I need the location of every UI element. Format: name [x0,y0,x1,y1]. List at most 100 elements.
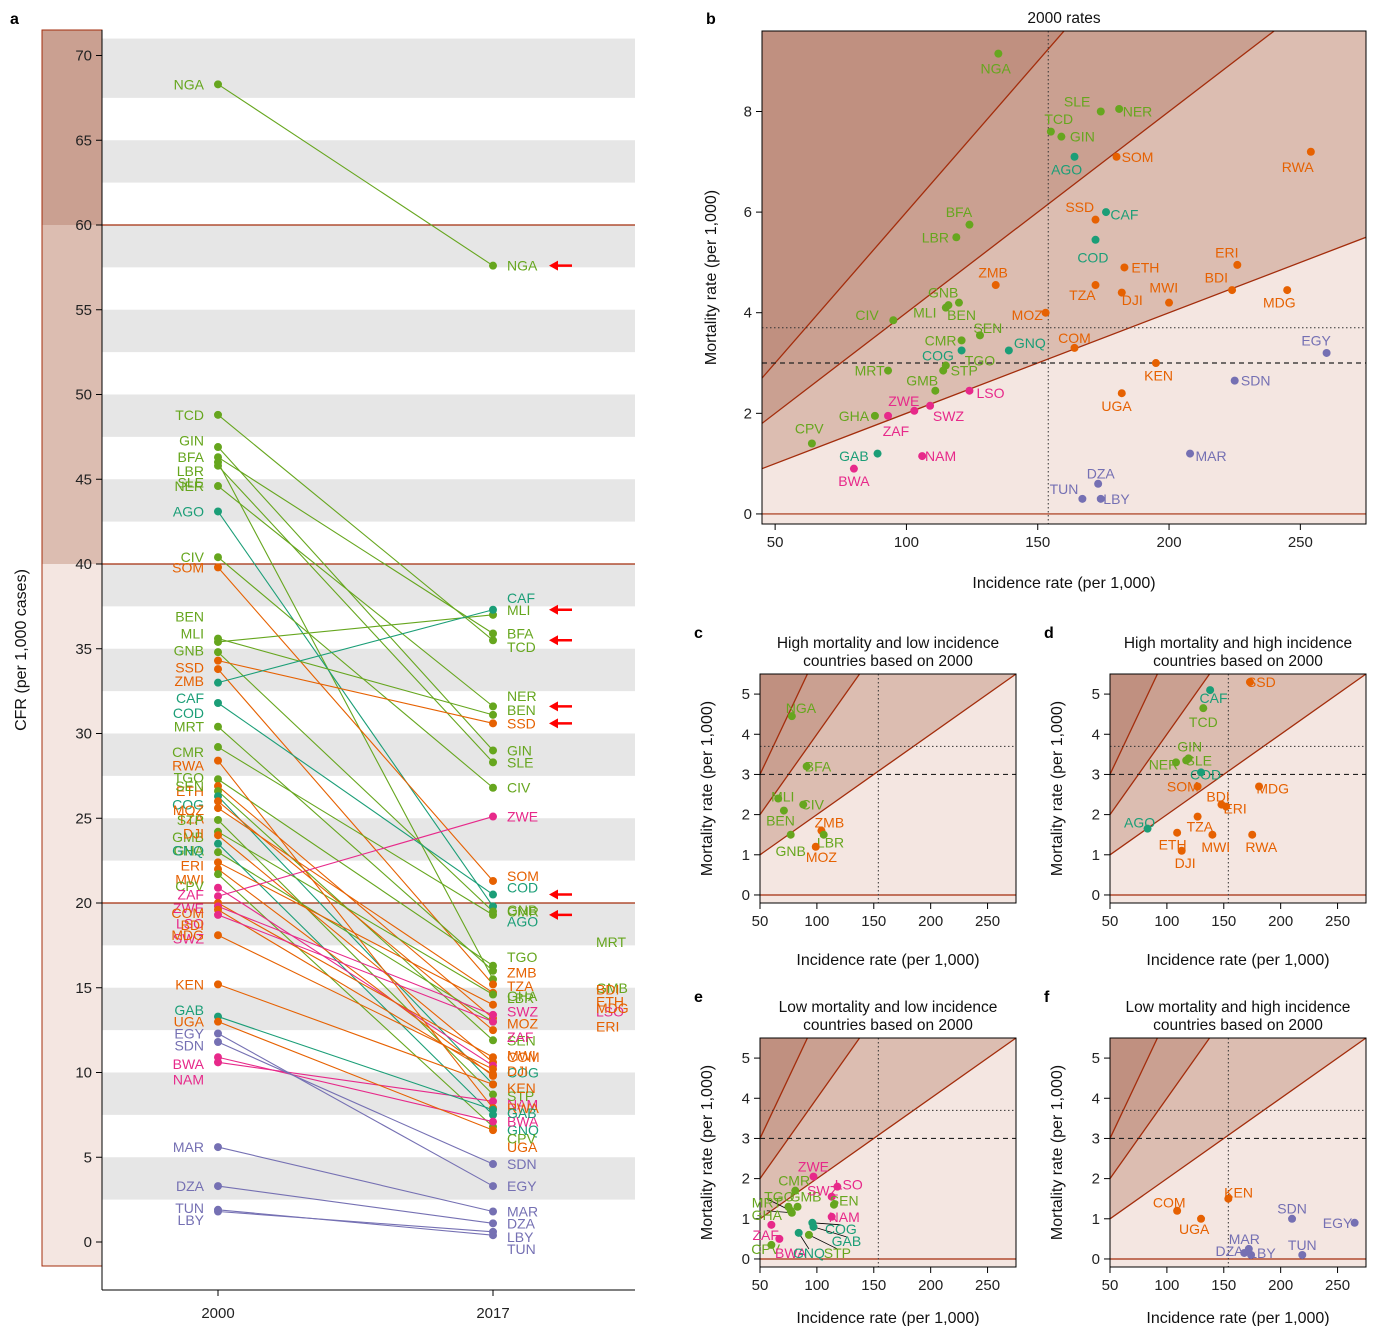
data-point [1117,389,1126,398]
background-bands [762,31,1366,524]
label-2000: RWA [172,758,205,774]
label-2017: EGY [507,1178,537,1194]
point-label: GAB [839,448,869,464]
point-label: KEN [1224,1185,1253,1201]
label-2000: MRT [174,719,205,735]
x-tick-label: 50 [1102,913,1119,930]
point-label: GHA [752,1207,783,1223]
label-2017: MRT [596,934,627,950]
slope-line [217,1033,494,1187]
label-2000: BEN [175,609,204,625]
dot-2000 [214,831,222,840]
dot-2017 [489,1227,497,1236]
point-label: CIV [855,307,879,323]
dot-2017 [489,1105,497,1114]
label-2000: SDN [174,1037,204,1053]
slope-line [217,868,494,1077]
dot-2017 [489,719,497,728]
x-tick-label: 250 [1288,534,1313,551]
plot-title: High mortality and high incidence [1124,635,1352,652]
dot-2017 [489,1117,497,1126]
y-tick-label: 65 [75,132,92,149]
label-2017: SSD [507,715,536,731]
slope-line [217,887,494,1067]
data-point [1171,758,1180,767]
label-2017: CMR [507,903,539,919]
y-tick-label: 1 [1092,847,1100,864]
dot-2000 [214,756,222,765]
data-point [1245,678,1254,687]
point-label: UGA [1179,1221,1210,1237]
data-point [1078,494,1087,503]
dot-2000 [214,775,222,784]
y-axis-title: Mortality rate (per 1,000) [1049,1065,1066,1240]
dot-2000 [214,665,222,674]
label-2017: DZA [507,1215,536,1231]
dot-2000 [214,443,222,452]
slope-line [217,456,494,634]
slope-line [217,843,494,1116]
point-label: DJI [1122,292,1143,308]
point-label: COM [1153,1195,1186,1211]
label-2017: NGA [507,258,538,274]
point-label: ZMB [815,815,845,831]
label-2000: MDG [171,927,204,943]
label-2017: DJI [507,1063,528,1079]
label-2000: ETH [176,783,204,799]
point-label: UGA [1101,398,1132,414]
label-2017: GNB [507,902,537,918]
slope-line [217,831,494,996]
data-point [1247,1250,1256,1259]
point-label: MWI [1149,280,1178,296]
data-point [1233,260,1242,269]
dot-2017 [489,890,497,899]
dot-2017 [489,1080,497,1089]
data-point [873,449,882,458]
label-2017: MWI [507,1048,536,1064]
dot-2000 [214,797,222,806]
point-label: AGO [1124,815,1155,831]
point-label: LSO [835,1177,863,1193]
x-tick-label: 50 [752,913,769,930]
y-tick-label: 2 [744,405,752,422]
data-point [1224,1194,1233,1203]
panel-f-scatter-low-mortality-high-incidence: 50 100 150 200 250 0 1 2 3 4 5 Incidence rate (per … [1049,999,1367,1326]
point-label: GIN [1070,129,1095,145]
plot-frame [1109,1037,1367,1268]
point-label: ERI [1223,801,1246,817]
slope-line [217,1041,494,1165]
label-2017: KEN [507,1080,536,1096]
data-point [1102,208,1111,217]
label-2017: TGO [507,949,537,965]
point-label: STP [824,1245,851,1261]
label-2000: SSD [175,659,204,675]
plot-frame [759,1037,1017,1268]
y-tick-label: 25 [75,810,92,827]
dot-2000 [214,410,222,419]
data-point [1206,686,1215,695]
slope-line [217,934,494,1070]
slope-line [217,651,494,912]
y-tick-label: 3 [742,1130,750,1147]
background-stripe [102,394,635,437]
background-bands [760,1038,1016,1267]
label-2017: SEN [507,1032,536,1048]
dot-2017 [489,1160,497,1169]
dot-2017 [489,636,497,645]
plot-title: countries based on 2000 [1153,1017,1323,1034]
x-tick-label: 200 [918,1277,943,1294]
dot-2017 [489,1219,497,1228]
point-label: SOM [1122,149,1154,165]
data-point [1115,104,1124,113]
x-tick-label: 100 [804,913,829,930]
point-label: GNQ [1014,335,1046,351]
point-label: NER [1149,756,1179,772]
x-tick-label: 2017 [476,1305,509,1322]
point-label: BWA [775,1245,807,1261]
dot-2017 [489,1026,497,1035]
point-label: SLE [1186,752,1212,768]
point-label: COG [922,347,954,363]
dot-2017 [489,605,497,614]
data-point [1091,281,1100,290]
point-label: TGO [764,1189,794,1205]
